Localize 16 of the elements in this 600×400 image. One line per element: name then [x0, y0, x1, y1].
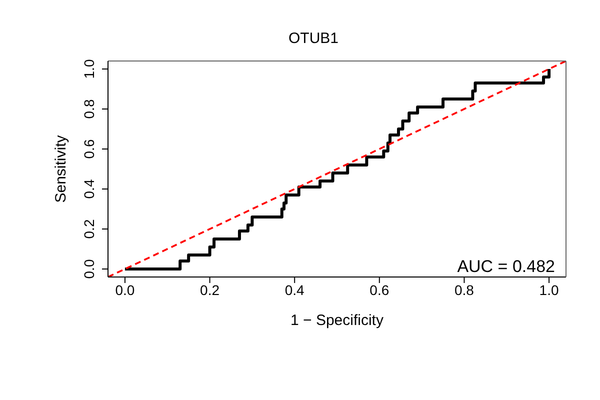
- annotation: AUC = 0.482: [457, 257, 555, 277]
- x-tick-label: 0.8: [454, 282, 474, 298]
- y-tick-label: 0.6: [81, 139, 97, 159]
- x-axis-title: 1 − Specificity: [290, 312, 384, 329]
- y-tick-label: 0.2: [81, 219, 97, 239]
- x-tick-label: 1.0: [539, 282, 559, 298]
- y-axis-title: Sensitivity: [52, 134, 70, 203]
- x-tick-label: 0.4: [284, 282, 305, 298]
- x-tick-label: 0.2: [200, 282, 220, 298]
- y-tick-label: 0.4: [81, 179, 97, 199]
- x-tick-label: 0.6: [370, 282, 390, 298]
- x-tick-label: 0.0: [115, 282, 135, 298]
- y-tick-label: 1.0: [81, 59, 97, 79]
- chart-title: OTUB1: [287, 30, 340, 47]
- y-tick-label: 0.8: [81, 99, 97, 119]
- y-tick-label: 0.0: [81, 259, 97, 279]
